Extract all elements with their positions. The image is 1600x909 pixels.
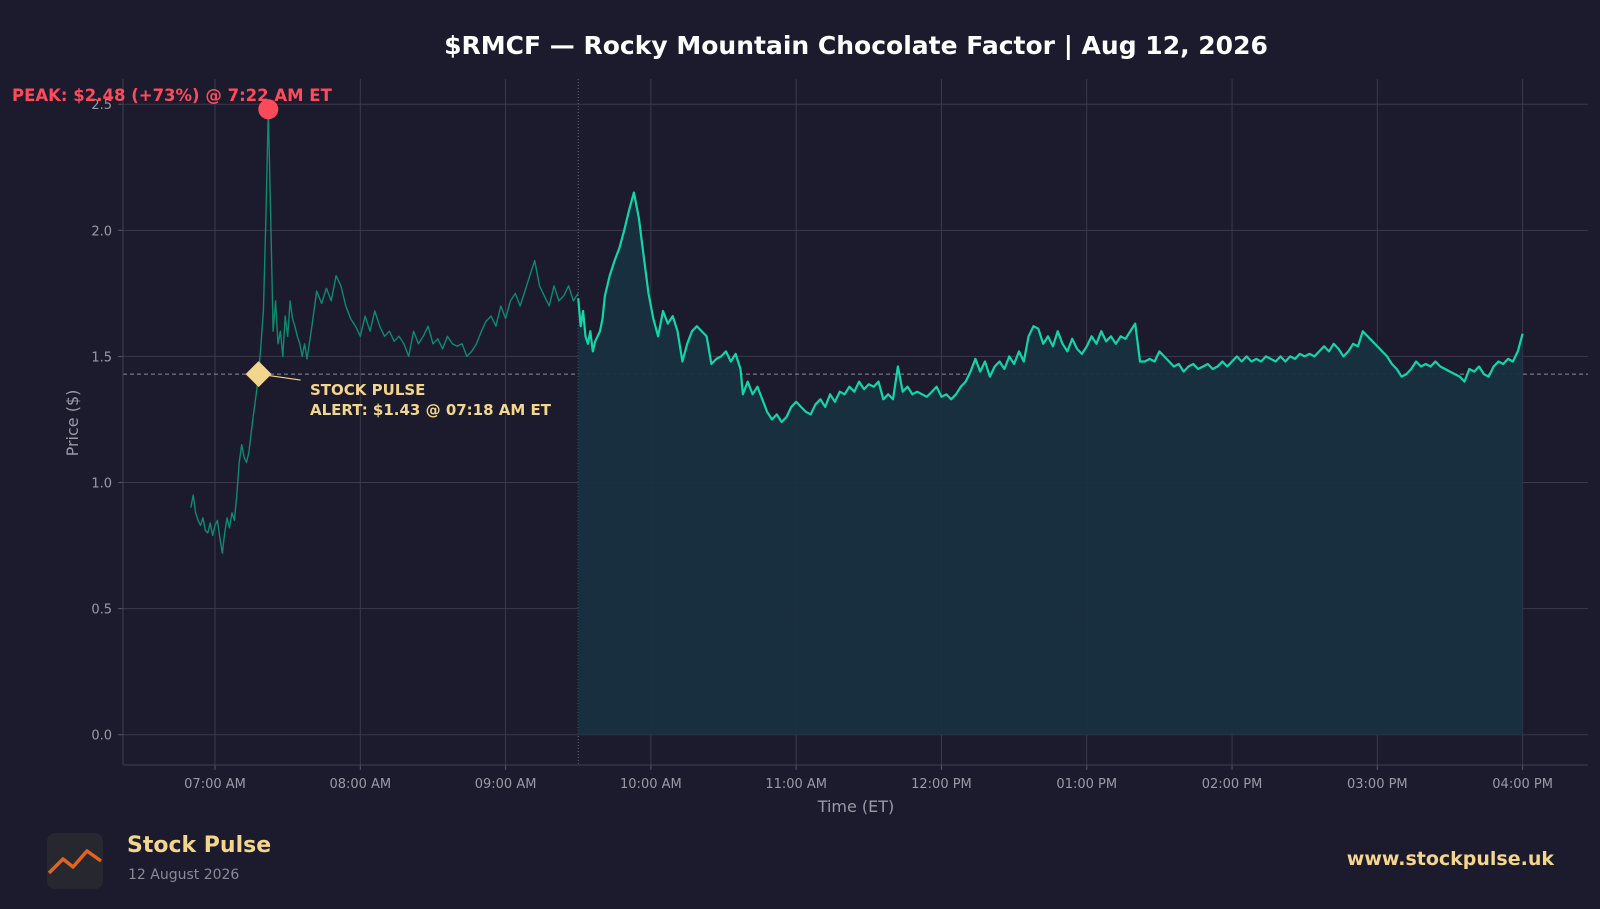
alert-label-line1: STOCK PULSE	[310, 381, 425, 399]
y-tick-label: 0.5	[91, 603, 112, 618]
x-tick-label: 07:00 AM	[184, 777, 246, 792]
x-tick-label: 12:00 PM	[911, 777, 972, 792]
x-tick-label: 03:00 PM	[1347, 777, 1408, 792]
y-tick-label: 0.0	[91, 729, 112, 744]
regular-session-fill	[578, 192, 1523, 735]
website-link[interactable]: www.stockpulse.uk	[1346, 848, 1554, 870]
x-tick-label: 09:00 AM	[475, 777, 537, 792]
y-tick-label: 1.5	[91, 350, 112, 365]
x-tick-label: 08:00 AM	[329, 777, 391, 792]
chart-title: $RMCF — Rocky Mountain Chocolate Factor …	[444, 31, 1268, 60]
x-tick-label: 01:00 PM	[1056, 777, 1117, 792]
x-axis-label: Time (ET)	[817, 797, 895, 815]
regular-session-price-line	[577, 191, 1524, 424]
peak-marker	[258, 99, 279, 120]
x-tick-label: 04:00 PM	[1492, 777, 1553, 792]
x-tick-label: 02:00 PM	[1202, 777, 1263, 792]
brand-name: Stock Pulse	[127, 833, 272, 858]
y-tick-label: 2.5	[91, 98, 112, 113]
price-lines	[190, 108, 1524, 554]
x-tick-label: 11:00 AM	[765, 777, 827, 792]
price-chart: $RMCF — Rocky Mountain Chocolate Factor …	[12, 31, 1588, 815]
trend-line-icon	[47, 833, 103, 889]
axes: 0.0 0.5 1.0 1.5 2.0 2.5 07:00 AM 08:00 AM 09:00 …	[91, 79, 1588, 792]
annotations: PEAK: $2.48 (+73%) @ 7:22 AM ET STOCK PUL…	[12, 86, 552, 419]
alert-marker	[245, 361, 272, 388]
alert-label-line2: ALERT: $1.43 @ 07:18 AM ET	[310, 401, 552, 419]
y-tick-label: 2.0	[91, 224, 112, 239]
peak-label: PEAK: $2.48 (+73%) @ 7:22 AM ET	[12, 86, 333, 105]
footer: Stock Pulse 12 August 2026 www.stockpuls…	[0, 815, 1600, 905]
y-axis-label: Price ($)	[63, 390, 82, 457]
brand-date: 12 August 2026	[128, 867, 240, 883]
y-tick-label: 1.0	[91, 477, 112, 492]
regular-session-area	[578, 192, 1523, 735]
premarket-price-line	[190, 108, 579, 554]
x-tick-label: 10:00 AM	[620, 777, 682, 792]
